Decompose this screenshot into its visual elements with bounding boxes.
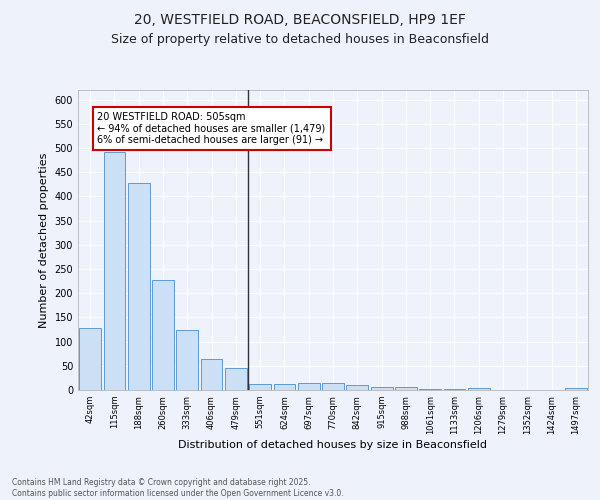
Bar xyxy=(152,280,174,390)
Y-axis label: Number of detached properties: Number of detached properties xyxy=(39,152,49,328)
Bar xyxy=(274,384,295,390)
Bar xyxy=(225,368,247,390)
Bar xyxy=(176,330,198,390)
Text: Size of property relative to detached houses in Beaconsfield: Size of property relative to detached ho… xyxy=(111,32,489,46)
Bar xyxy=(371,387,392,390)
Bar xyxy=(104,152,125,390)
Bar xyxy=(298,383,320,390)
Bar xyxy=(565,388,587,390)
Bar xyxy=(443,389,466,390)
Text: 20, WESTFIELD ROAD, BEACONSFIELD, HP9 1EF: 20, WESTFIELD ROAD, BEACONSFIELD, HP9 1E… xyxy=(134,12,466,26)
Bar xyxy=(419,389,441,390)
Bar xyxy=(200,358,223,390)
Bar xyxy=(395,387,417,390)
Bar xyxy=(346,385,368,390)
Text: 20 WESTFIELD ROAD: 505sqm
← 94% of detached houses are smaller (1,479)
6% of sem: 20 WESTFIELD ROAD: 505sqm ← 94% of detac… xyxy=(97,112,326,145)
Bar xyxy=(128,183,149,390)
Bar xyxy=(249,384,271,390)
Bar xyxy=(79,328,101,390)
Text: Contains HM Land Registry data © Crown copyright and database right 2025.
Contai: Contains HM Land Registry data © Crown c… xyxy=(12,478,344,498)
Bar xyxy=(468,388,490,390)
X-axis label: Distribution of detached houses by size in Beaconsfield: Distribution of detached houses by size … xyxy=(179,440,487,450)
Bar xyxy=(322,383,344,390)
